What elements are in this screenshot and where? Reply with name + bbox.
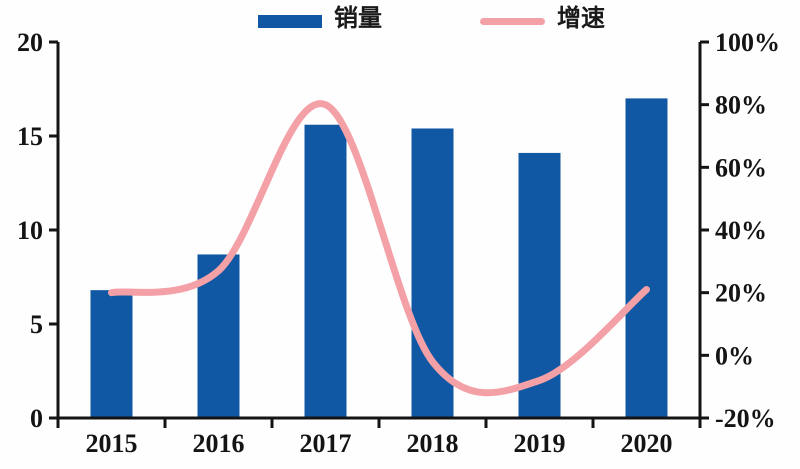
x-axis-category-label: 2015 [86,429,138,458]
growth-line-swatch [480,17,545,25]
legend-item-sales: 销量 [258,5,382,33]
legend-item-growth: 增速 [480,5,605,33]
bar-2020 [625,98,668,419]
x-axis-category-label: 2020 [621,429,673,458]
x-axis-category-label: 2019 [514,429,566,458]
sales-bar-swatch [258,14,322,28]
legend-label-sales: 销量 [334,6,382,32]
left-axis-tick-label: 5 [30,310,43,339]
x-axis-category-label: 2018 [407,429,459,458]
right-axis-tick-label: 100% [715,28,780,57]
bar-2017 [304,124,347,418]
growth-rate-line [108,100,650,397]
left-axis-tick-label: 20 [17,28,43,57]
left-axis-tick-label: 0 [30,404,43,433]
legend-label-growth: 增速 [557,6,605,32]
right-axis-tick-label: 20% [715,279,767,308]
right-axis-tick-label: 40% [715,216,767,245]
right-axis-tick-label: 0% [715,341,754,370]
left-axis-tick-label: 10 [17,216,43,245]
right-axis-tick-label: 80% [715,91,767,120]
bar-2015 [90,290,133,418]
x-axis-category-label: 2017 [300,429,352,458]
x-axis-category-label: 2016 [193,429,245,458]
right-axis-tick-label: 60% [715,153,767,182]
left-axis-tick-label: 15 [17,122,43,151]
right-axis-tick-label: -20% [715,404,776,433]
bar-2018 [411,128,454,419]
